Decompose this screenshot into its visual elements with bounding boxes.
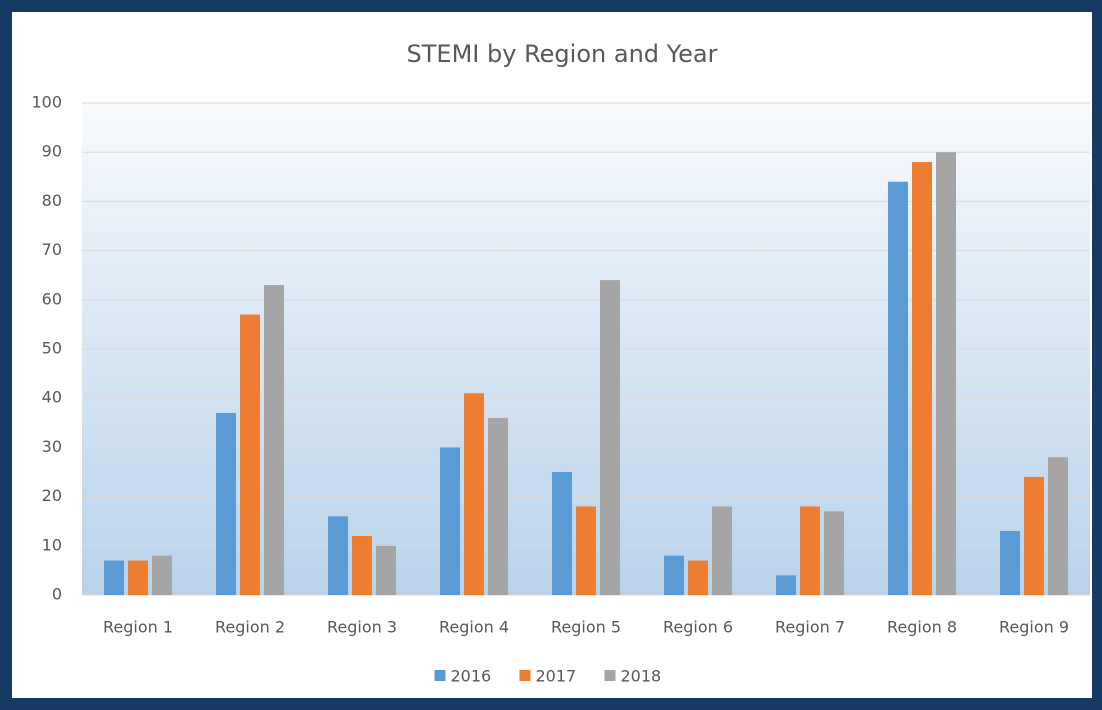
- x-tick-label: Region 1: [103, 618, 173, 637]
- y-tick-label: 50: [42, 339, 62, 358]
- bar: [688, 560, 708, 595]
- bar: [824, 511, 844, 595]
- x-tick-label: Region 9: [999, 618, 1069, 637]
- bar: [216, 412, 236, 595]
- bar: [488, 417, 508, 595]
- bar: [800, 506, 820, 595]
- bar: [1000, 531, 1020, 595]
- legend-label: 2018: [621, 667, 662, 686]
- y-tick-label: 70: [42, 240, 62, 259]
- x-tick-label: Region 8: [887, 618, 957, 637]
- y-tick-label: 60: [42, 289, 62, 308]
- y-tick-label: 0: [52, 585, 62, 604]
- bar: [1048, 457, 1068, 595]
- bar: [328, 516, 348, 595]
- x-tick-label: Region 4: [439, 618, 509, 637]
- bar: [464, 393, 484, 595]
- bar: [712, 506, 732, 595]
- bar: [352, 535, 372, 595]
- y-tick-label: 10: [42, 535, 62, 554]
- x-tick-label: Region 6: [663, 618, 733, 637]
- y-tick-label: 100: [31, 93, 62, 112]
- bar: [104, 560, 124, 595]
- y-tick-label: 20: [42, 486, 62, 505]
- legend-swatch: [519, 670, 531, 681]
- bar: [936, 152, 956, 595]
- bar: [152, 555, 172, 595]
- x-tick-label: Region 2: [215, 618, 285, 637]
- y-tick-label: 40: [42, 388, 62, 407]
- legend-label: 2017: [536, 667, 577, 686]
- bar: [128, 560, 148, 595]
- x-tick-label: Region 7: [775, 618, 845, 637]
- bar: [264, 285, 284, 595]
- y-tick-label: 30: [42, 437, 62, 456]
- legend-label: 2016: [451, 667, 492, 686]
- bar: [912, 162, 932, 596]
- y-tick-label: 80: [42, 191, 62, 210]
- x-tick-label: Region 3: [327, 618, 397, 637]
- bar: [440, 447, 460, 595]
- bar: [776, 575, 796, 595]
- x-tick-label: Region 5: [551, 618, 621, 637]
- bar: [576, 506, 596, 595]
- chart-title: STEMI by Region and Year: [407, 40, 718, 68]
- bar: [552, 472, 572, 595]
- legend-swatch: [604, 670, 616, 681]
- bar: [888, 181, 908, 595]
- bar: [240, 314, 260, 595]
- y-tick-label: 90: [42, 142, 62, 161]
- legend-swatch: [434, 670, 446, 681]
- bar: [376, 545, 396, 595]
- bar: [600, 280, 620, 595]
- bar: [1024, 476, 1044, 595]
- bar: [664, 555, 684, 595]
